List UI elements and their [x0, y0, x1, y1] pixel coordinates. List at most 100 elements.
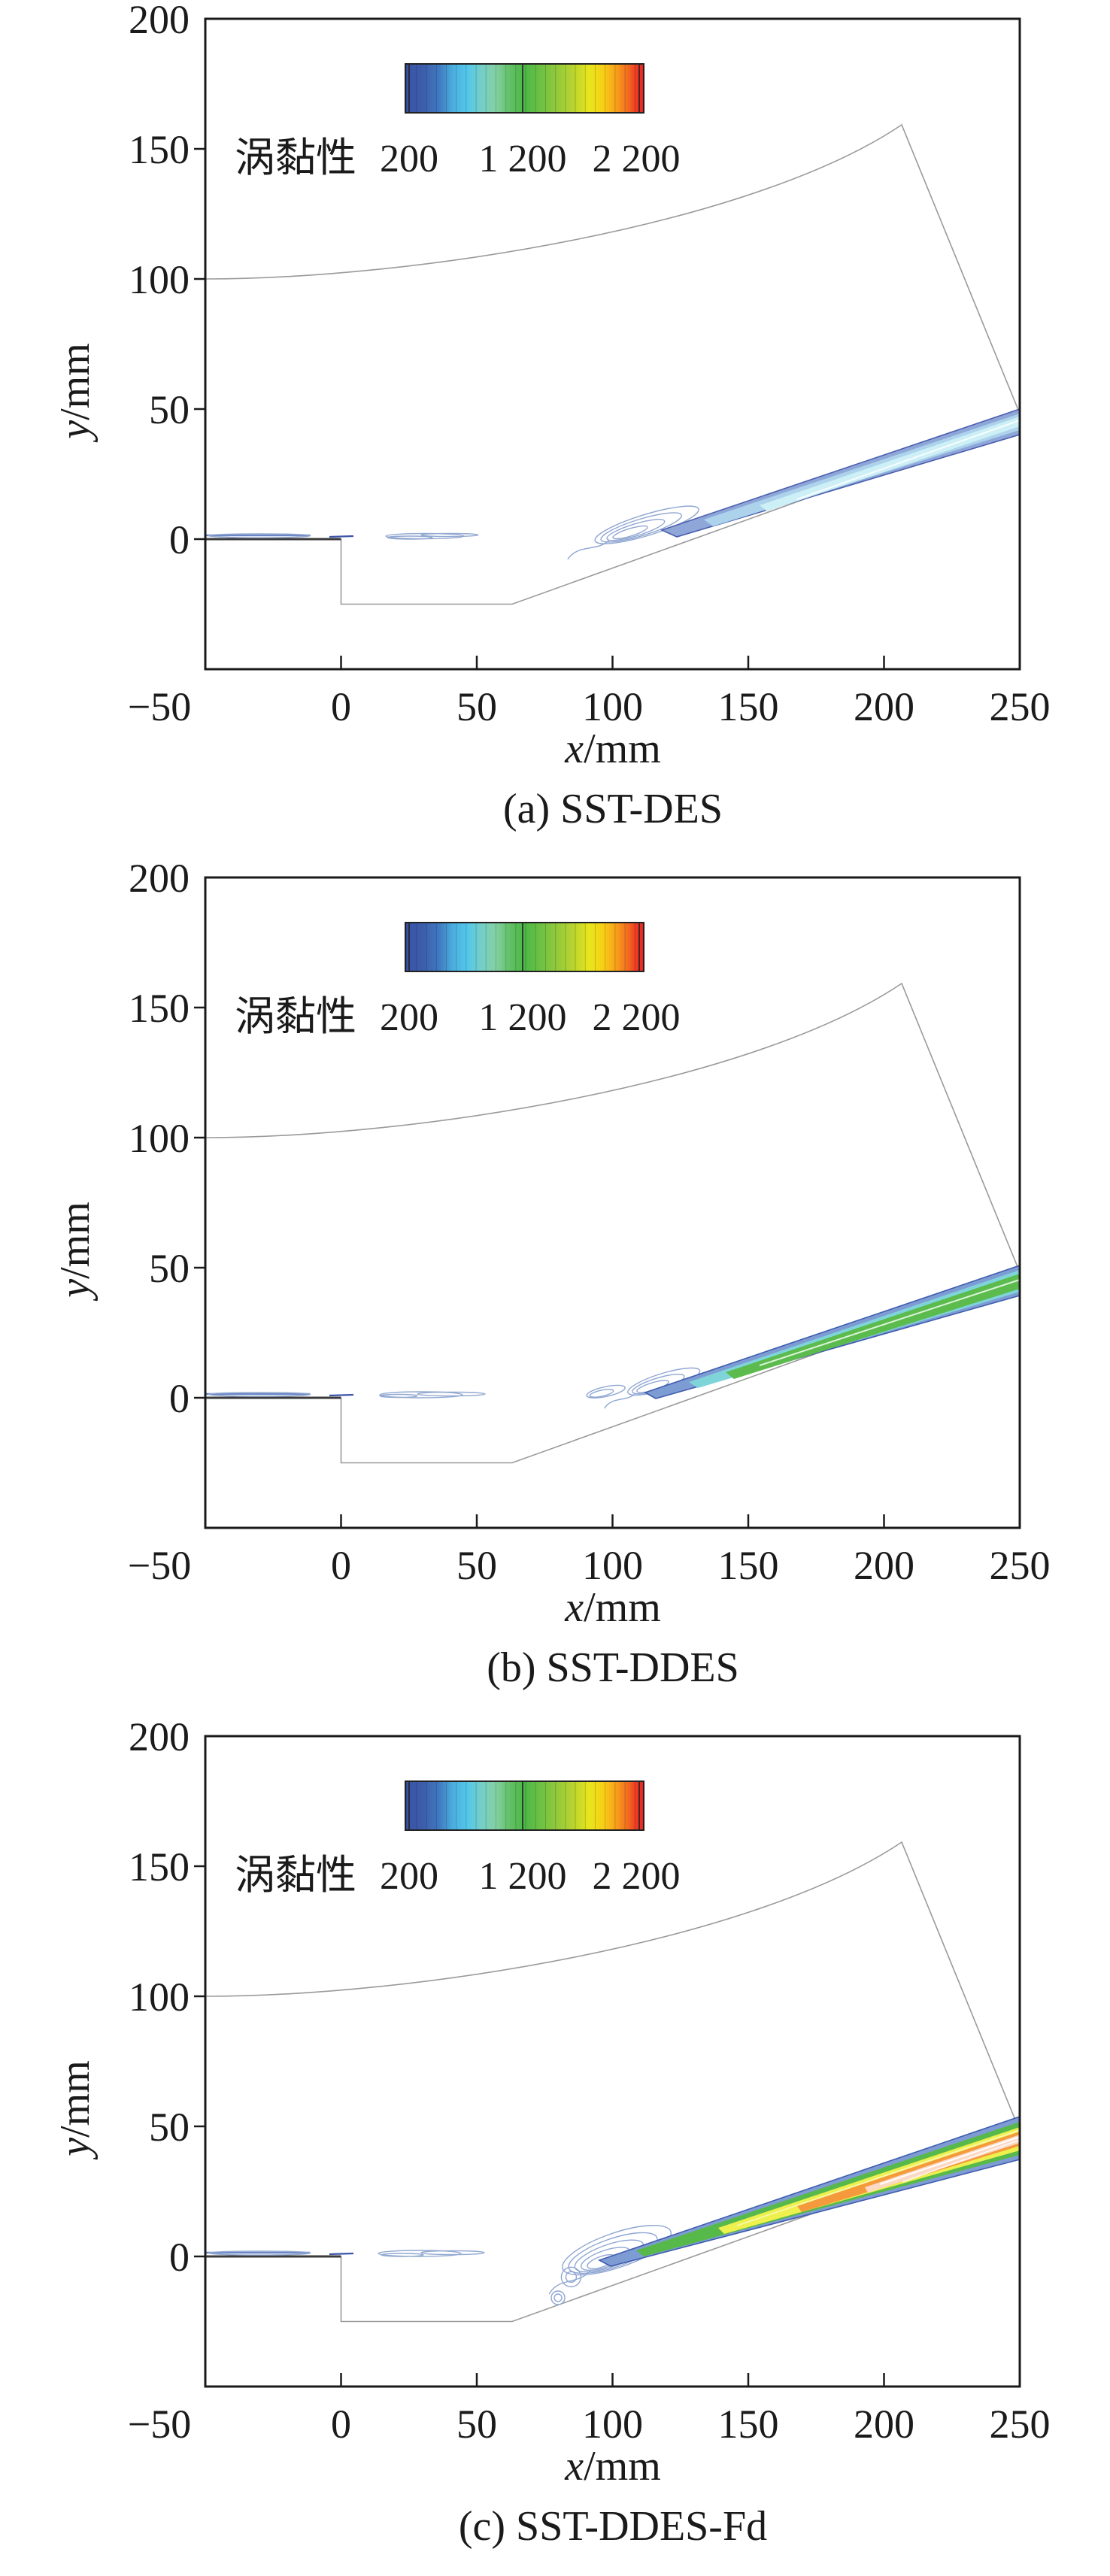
shear-layer-band	[644, 1264, 1021, 1399]
recirculation-contours	[567, 505, 699, 560]
svg-text:150: 150	[129, 986, 190, 1031]
svg-text:0: 0	[169, 2235, 190, 2280]
svg-text:200: 200	[129, 859, 190, 901]
svg-text:200: 200	[854, 684, 914, 729]
panel-a: 涡黏性 200 1 200 2 200 200 150 100 50 0 −50…	[52, 0, 1051, 832]
step-ramp-outline	[340, 1280, 1021, 1464]
y-tick-marks	[194, 1006, 205, 1399]
svg-text:100: 100	[582, 684, 643, 729]
svg-text:50: 50	[456, 684, 497, 729]
colorbar-tick-label: 2 200	[593, 138, 681, 180]
plot-frame	[194, 1735, 1021, 2388]
x-tick-marks	[340, 1514, 885, 1528]
upstream-streak-contours	[205, 532, 479, 540]
panel-c: 涡黏性 200 1 200 2 200 200 150 100 50 0 −50…	[52, 1717, 1051, 2550]
colorbar-tick-label: 200	[380, 1855, 438, 1898]
y-axis-title: y/mm	[52, 2060, 99, 2160]
colorbar-tick-label: 200	[380, 996, 438, 1039]
colorbar-title: 涡黏性	[235, 135, 356, 180]
y-tick-labels: 200 150 100 50 0	[129, 1717, 190, 2280]
colorbar-tick-label: 1 200	[479, 996, 567, 1039]
small-vortex-on-ramp	[550, 2290, 566, 2305]
y-tick-marks	[194, 147, 205, 541]
plot-frame	[194, 876, 1021, 1529]
colorbar-tick-label: 2 200	[593, 996, 681, 1039]
svg-text:150: 150	[718, 1543, 779, 1588]
svg-text:250: 250	[990, 684, 1051, 729]
y-tick-labels: 200 150 100 50 0	[129, 0, 190, 562]
svg-text:100: 100	[582, 1543, 643, 1588]
x-tick-marks	[340, 2373, 885, 2387]
svg-text:50: 50	[456, 1543, 497, 1588]
y-tick-labels: 200 150 100 50 0	[129, 859, 190, 1421]
svg-text:100: 100	[582, 2402, 643, 2447]
svg-text:−50: −50	[128, 1543, 191, 1588]
x-axis-title: x/mm	[564, 726, 661, 772]
upper-wall-outline	[205, 123, 1021, 414]
x-tick-labels: −50 0 50 100 150 200 250	[128, 2402, 1051, 2447]
svg-text:100: 100	[129, 257, 190, 302]
panel-caption: (c) SST-DDES-Fd	[459, 2503, 767, 2550]
colorbar-legend: 涡黏性 200 1 200 2 200	[235, 1780, 681, 1898]
shear-layer-band	[660, 408, 1021, 538]
geometry-outline	[205, 982, 1021, 1464]
colorbar-tick-label: 1 200	[479, 138, 567, 180]
panel-b: 涡黏性 200 1 200 2 200 200 150 100 50 0 −50…	[52, 859, 1051, 1691]
geometry-outline	[205, 123, 1021, 605]
upstream-streak-contours	[205, 2250, 485, 2257]
svg-text:50: 50	[456, 2402, 497, 2447]
x-axis-title: x/mm	[564, 1584, 661, 1631]
svg-text:50: 50	[149, 387, 190, 432]
svg-text:200: 200	[854, 2402, 914, 2447]
colorbar-tick-lines	[408, 64, 640, 113]
recirculation-contours	[548, 2224, 672, 2305]
upstream-streak-contours	[205, 1391, 486, 1399]
svg-text:100: 100	[129, 1116, 190, 1161]
colorbar-tick-lines	[408, 923, 640, 971]
upper-wall-outline	[205, 982, 1021, 1273]
x-tick-marks	[340, 656, 885, 669]
plot-frame	[194, 17, 1021, 671]
svg-text:−50: −50	[128, 684, 191, 729]
colorbar-legend: 涡黏性 200 1 200 2 200	[235, 63, 681, 180]
y-axis-title: y/mm	[52, 1202, 99, 1302]
step-ramp-outline	[340, 2138, 1021, 2323]
colorbar-title: 涡黏性	[235, 1853, 356, 1898]
colorbar-tick-lines	[408, 1781, 640, 1830]
svg-text:200: 200	[129, 1717, 190, 1759]
upper-wall-outline	[205, 1841, 1021, 2132]
geometry-outline	[205, 1841, 1021, 2323]
colorbar-tick-label: 1 200	[479, 1855, 567, 1898]
colorbar-legend: 涡黏性 200 1 200 2 200	[235, 922, 681, 1039]
svg-text:200: 200	[854, 1543, 914, 1588]
colorbar-tick-label: 200	[380, 138, 438, 180]
svg-text:150: 150	[718, 2402, 779, 2447]
x-axis-title: x/mm	[564, 2443, 661, 2490]
svg-text:0: 0	[331, 684, 351, 729]
x-tick-labels: −50 0 50 100 150 200 250	[128, 1543, 1051, 1588]
svg-text:150: 150	[129, 1844, 190, 1890]
panel-caption: (a) SST-DES	[503, 786, 723, 832]
x-tick-labels: −50 0 50 100 150 200 250	[128, 684, 1051, 729]
colorbar-tick-label: 2 200	[593, 1855, 681, 1898]
step-ramp-outline	[340, 421, 1021, 605]
svg-text:0: 0	[169, 517, 190, 562]
y-axis-title: y/mm	[52, 343, 99, 443]
svg-text:50: 50	[149, 1246, 190, 1291]
colorbar-title: 涡黏性	[235, 994, 356, 1039]
shear-layer-band	[597, 2115, 1021, 2267]
recirculation-contours	[586, 1367, 701, 1409]
svg-text:100: 100	[129, 1974, 190, 2020]
svg-text:250: 250	[990, 2402, 1051, 2447]
svg-text:0: 0	[169, 1376, 190, 1421]
svg-text:150: 150	[718, 684, 779, 729]
y-tick-marks	[194, 1865, 205, 2258]
svg-text:0: 0	[331, 2402, 351, 2447]
svg-text:150: 150	[129, 127, 190, 172]
svg-text:50: 50	[149, 2105, 190, 2150]
svg-text:−50: −50	[128, 2402, 191, 2447]
svg-text:200: 200	[129, 0, 190, 42]
panel-caption: (b) SST-DDES	[487, 1644, 739, 1691]
svg-text:0: 0	[331, 1543, 351, 1588]
